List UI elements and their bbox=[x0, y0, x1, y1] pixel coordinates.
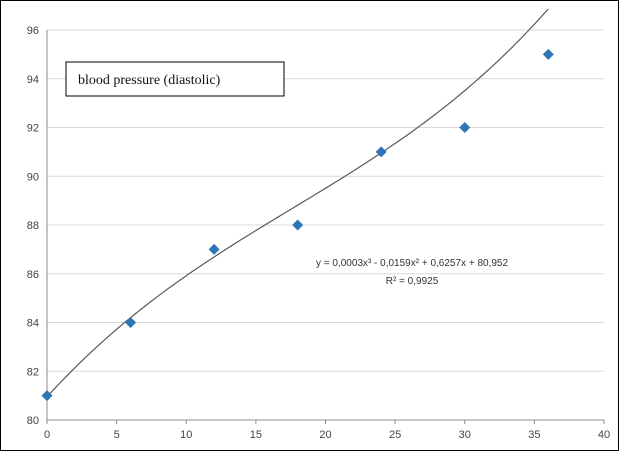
y-tick-label: 88 bbox=[27, 220, 39, 232]
data-point bbox=[459, 122, 471, 133]
y-tick-label: 80 bbox=[27, 415, 39, 427]
x-tick-label: 25 bbox=[389, 429, 401, 441]
y-tick-label: 96 bbox=[27, 25, 39, 37]
x-tick-label: 0 bbox=[44, 429, 50, 441]
chart-title: blood pressure (diastolic) bbox=[78, 73, 221, 88]
x-tick-label: 15 bbox=[250, 429, 262, 441]
points-layer bbox=[41, 48, 554, 402]
trendline-label: y = 0,0003x³ - 0,0159x² + 0,6257x + 80,9… bbox=[316, 258, 509, 287]
data-point bbox=[542, 48, 554, 60]
y-tick-label: 82 bbox=[27, 366, 39, 378]
y-tick-label: 90 bbox=[27, 171, 39, 183]
x-tick-label: 40 bbox=[598, 429, 610, 441]
data-point bbox=[208, 243, 220, 255]
x-tick-label: 20 bbox=[319, 429, 331, 441]
x-tick-label: 5 bbox=[114, 429, 120, 441]
grid bbox=[47, 29, 604, 372]
y-tick-label: 84 bbox=[27, 318, 39, 330]
data-point bbox=[375, 146, 387, 158]
axes: 80 82 84 86 88 90 92 94 96 0 5 10 15 20 25 30 35 40 bbox=[27, 25, 610, 441]
trendline-equation: y = 0,0003x³ - 0,0159x² + 0,6257x + 80,9… bbox=[316, 258, 509, 269]
x-tick-label: 35 bbox=[528, 429, 540, 441]
data-point bbox=[292, 219, 304, 231]
data-point bbox=[125, 317, 137, 328]
y-tick-label: 86 bbox=[27, 269, 39, 281]
x-tick-label: 10 bbox=[180, 429, 192, 441]
x-tick-label: 30 bbox=[459, 429, 471, 441]
title-box-border bbox=[65, 61, 285, 97]
y-tick-label: 92 bbox=[27, 123, 39, 135]
data-point bbox=[41, 390, 53, 402]
y-tick-label: 94 bbox=[27, 74, 39, 86]
chart-title-box: blood pressure (diastolic) bbox=[65, 61, 285, 97]
trendline-r-squared: R² = 0,9925 bbox=[386, 276, 439, 287]
